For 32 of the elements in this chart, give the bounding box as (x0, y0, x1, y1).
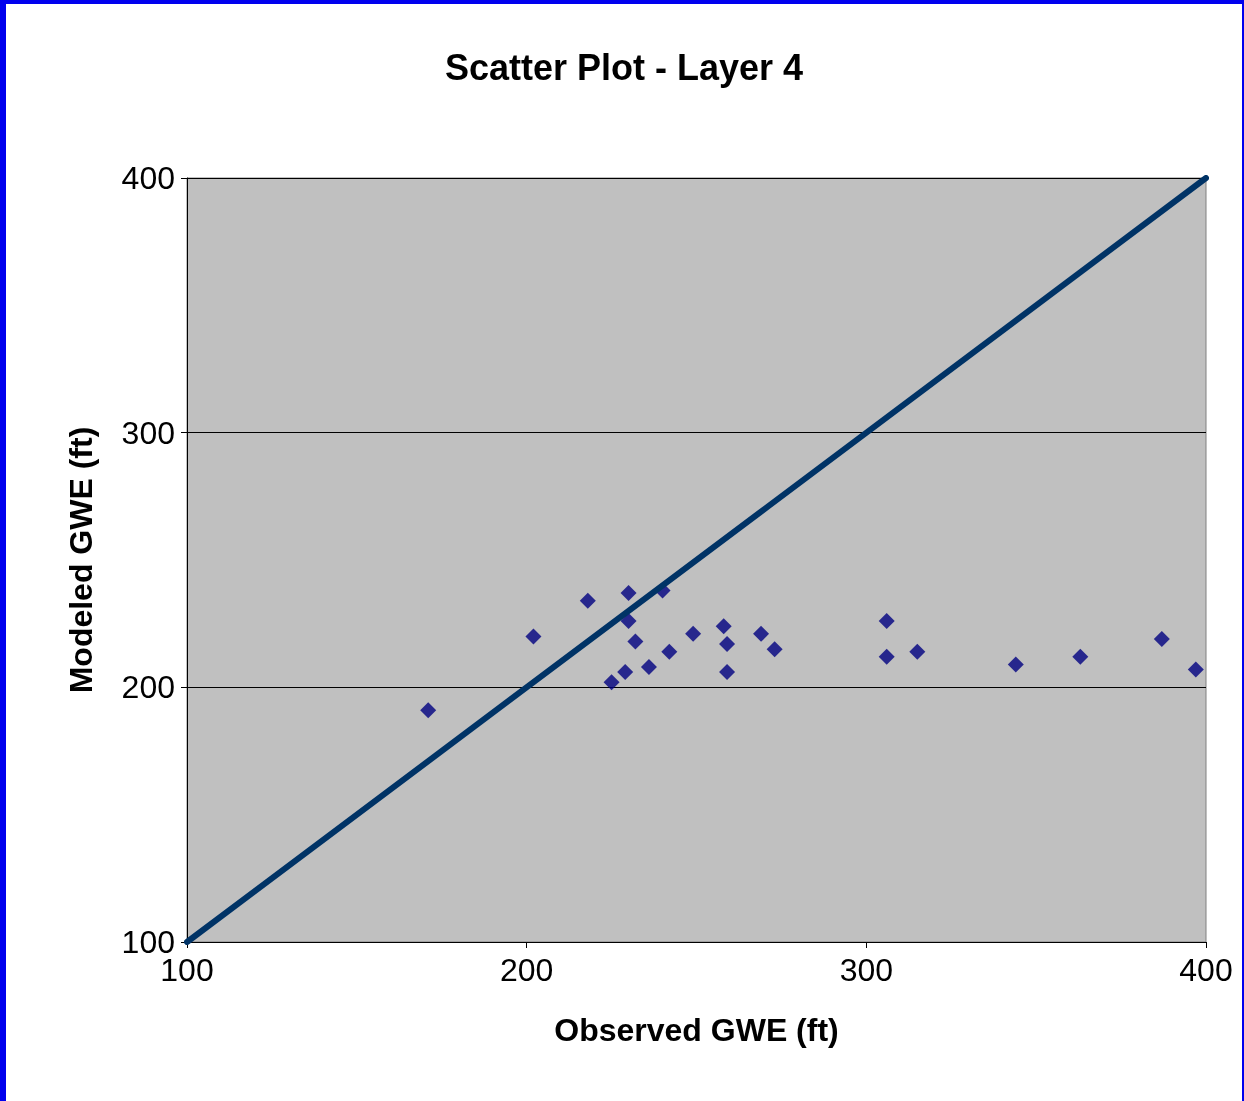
point (909, 643, 926, 660)
point (878, 648, 895, 665)
point (661, 643, 678, 660)
point (719, 636, 736, 653)
x-tick-label: 200 (499, 952, 554, 988)
point (620, 585, 637, 602)
y-tick-label: 300 (121, 414, 175, 451)
point (766, 641, 783, 658)
point (1153, 630, 1170, 647)
point (627, 633, 644, 650)
point (525, 628, 542, 645)
point (715, 618, 732, 635)
point (603, 674, 620, 691)
x-tick-label: 400 (1179, 952, 1233, 988)
point (1187, 661, 1204, 678)
chart-title: Scatter Plot - Layer 4 (444, 46, 804, 88)
point (579, 592, 596, 609)
point (878, 613, 895, 630)
point (620, 613, 637, 630)
point (685, 625, 702, 642)
point (1007, 656, 1024, 673)
point (420, 702, 437, 719)
point (640, 658, 657, 675)
point (719, 664, 736, 681)
point (753, 625, 770, 642)
point (1072, 648, 1089, 665)
y-tick-label: 200 (121, 669, 175, 706)
x-axis-title: Observed GWE (ft) (554, 1012, 839, 1048)
y-axis-title: Modeled GWE (ft) (63, 426, 99, 694)
point (617, 664, 634, 681)
y-tick-label: 400 (121, 160, 175, 196)
x-tick-label: 300 (839, 952, 894, 988)
